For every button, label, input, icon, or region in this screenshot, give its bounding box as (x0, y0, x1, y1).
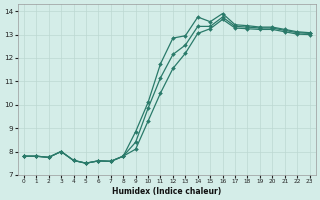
X-axis label: Humidex (Indice chaleur): Humidex (Indice chaleur) (112, 187, 221, 196)
